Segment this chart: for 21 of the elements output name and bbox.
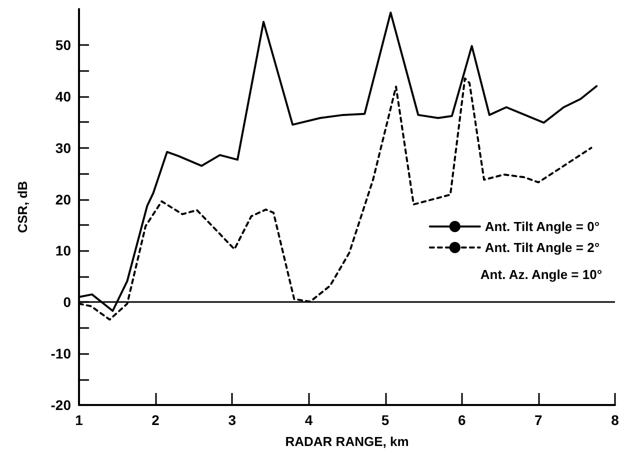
y-tick-label: -20 xyxy=(50,397,72,413)
x-tick-label: 4 xyxy=(304,412,313,428)
x-tick-label: 8 xyxy=(611,412,620,428)
x-tick-label: 1 xyxy=(75,412,84,428)
x-tick-label: 3 xyxy=(228,412,236,428)
y-tick-label: 20 xyxy=(55,191,72,208)
y-tick-label: 10 xyxy=(55,242,72,259)
x-tick-label: 6 xyxy=(458,412,466,428)
y-tick-label: 30 xyxy=(55,140,72,156)
x-tick-label: 7 xyxy=(534,412,543,428)
x-axis-title: RADAR RANGE, km xyxy=(285,434,409,449)
y-tick-label: -10 xyxy=(50,346,72,362)
y-tick-label: 50 xyxy=(55,37,72,53)
y-tick-label: 40 xyxy=(55,88,72,104)
legend-label: Ant. Tilt Angle = 0° xyxy=(484,219,600,234)
y-tick-label: 0 xyxy=(63,294,72,310)
x-tick-label: 2 xyxy=(152,412,160,428)
x-tick-label: 5 xyxy=(381,412,390,428)
annotation: Ant. Az. Angle = 10° xyxy=(480,267,602,282)
legend-label: Ant. Tilt Angle = 2° xyxy=(484,240,600,255)
y-axis-title: CSR, dB xyxy=(15,181,30,233)
